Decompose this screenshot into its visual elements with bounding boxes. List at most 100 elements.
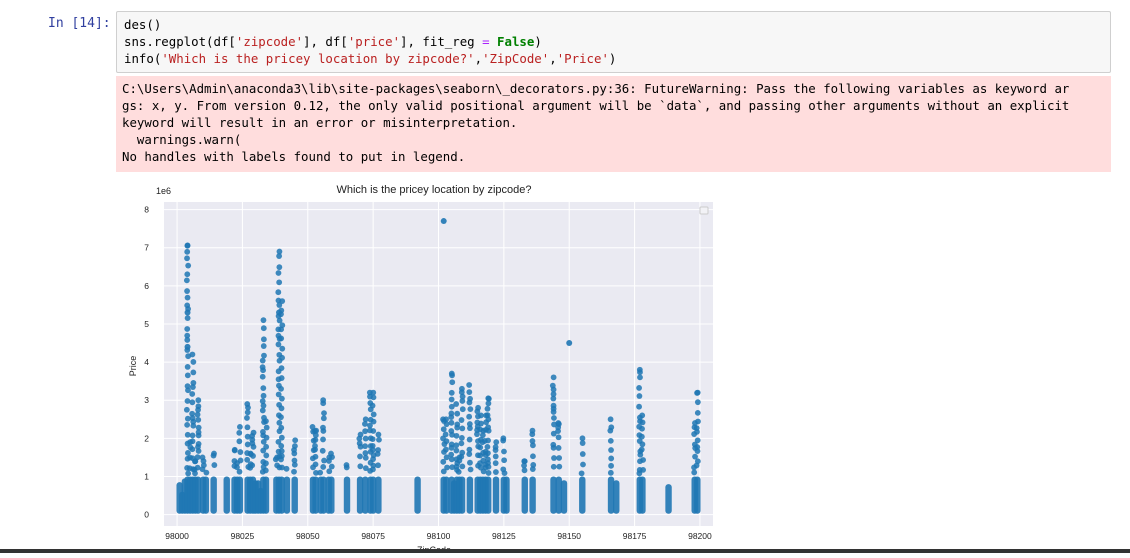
data-point (292, 437, 299, 444)
data-point (244, 415, 250, 421)
data-point (636, 403, 642, 410)
data-point (184, 332, 191, 339)
data-point (459, 385, 465, 392)
data-point (259, 373, 266, 380)
data-point (448, 456, 455, 463)
data-point (466, 421, 473, 427)
data-point (183, 277, 190, 284)
data-point (493, 439, 500, 446)
data-point (455, 468, 462, 475)
y-tick-label: 1 (144, 471, 149, 481)
data-point-cluster (236, 476, 244, 514)
code-line-3: info('Which is the pricey location by zi… (124, 50, 616, 67)
data-point (440, 458, 447, 465)
data-point (375, 447, 381, 453)
data-point (474, 431, 480, 438)
data-point (278, 434, 285, 441)
code-block[interactable]: des() sns.regplot(df['zipcode'], df['pric… (124, 16, 616, 67)
data-point (189, 438, 196, 445)
data-point (312, 443, 318, 449)
data-point (458, 435, 465, 441)
data-point (466, 382, 473, 388)
data-point (550, 441, 557, 448)
data-point (370, 428, 377, 434)
scatter-chart: 98000 98025 98050 98075 98100 98125 98150 98175… (128, 184, 713, 555)
data-point (556, 463, 563, 470)
data-point (200, 462, 207, 469)
code-line-3-end: ) (608, 51, 617, 66)
data-point (189, 384, 196, 390)
x-tick-label: 98100 (427, 531, 451, 541)
data-point (579, 451, 586, 457)
data-point (639, 419, 646, 426)
data-point (184, 294, 191, 301)
empty-legend-box (699, 206, 709, 215)
data-point (278, 443, 285, 449)
data-point (608, 424, 615, 431)
data-point (466, 413, 473, 420)
data-point (550, 463, 557, 470)
data-point (453, 432, 460, 439)
data-point (449, 379, 456, 386)
data-point (260, 392, 267, 399)
data-point (694, 444, 701, 451)
x-tick-label: 98075 (361, 531, 385, 541)
data-point (636, 393, 643, 399)
data-point (279, 298, 286, 305)
data-point (459, 463, 466, 470)
code-editor[interactable]: des() sns.regplot(df['zipcode'], df['pric… (116, 11, 1111, 73)
data-point (195, 397, 202, 404)
data-point (459, 449, 466, 456)
x-tick-label: 98200 (688, 531, 712, 541)
data-point-cluster (607, 476, 615, 514)
data-point (260, 343, 267, 349)
data-point-cluster (202, 476, 210, 514)
data-point (199, 454, 206, 461)
data-point (275, 438, 282, 445)
data-point (260, 336, 267, 343)
data-point (692, 453, 698, 460)
code-line-2-end: ) (534, 34, 542, 49)
data-point (260, 429, 266, 435)
data-point (492, 460, 499, 467)
data-point-cluster (443, 476, 450, 514)
data-point (184, 372, 191, 379)
data-point (693, 425, 700, 431)
data-point (184, 255, 190, 262)
data-point (370, 389, 377, 396)
data-point (440, 218, 447, 225)
data-point (244, 441, 251, 448)
chart-title: Which is the pricey location by zipcode? (336, 184, 531, 196)
data-point (276, 253, 283, 260)
data-point-cluster (375, 476, 382, 514)
data-point-cluster (484, 476, 492, 514)
data-point (312, 461, 319, 468)
data-point (467, 459, 473, 466)
data-point (320, 424, 326, 431)
data-point (184, 288, 190, 294)
data-point (636, 366, 643, 373)
data-point (184, 271, 191, 278)
data-point (195, 440, 202, 447)
data-point (362, 454, 369, 461)
data-point (189, 415, 196, 421)
data-point (183, 406, 190, 413)
data-point (443, 416, 449, 423)
data-point (448, 410, 455, 417)
data-point (478, 412, 484, 419)
data-point-cluster (665, 484, 672, 514)
data-point (579, 440, 586, 446)
data-point (440, 468, 447, 475)
data-point (356, 440, 363, 447)
data-point (362, 435, 369, 442)
data-point (312, 453, 319, 460)
data-point (467, 395, 473, 402)
data-point (578, 470, 585, 477)
data-point (454, 421, 461, 428)
data-point (184, 337, 191, 343)
data-point (357, 431, 364, 438)
data-point (237, 449, 244, 455)
data-point-cluster (320, 476, 327, 514)
data-point (263, 424, 270, 431)
data-point (449, 464, 456, 471)
